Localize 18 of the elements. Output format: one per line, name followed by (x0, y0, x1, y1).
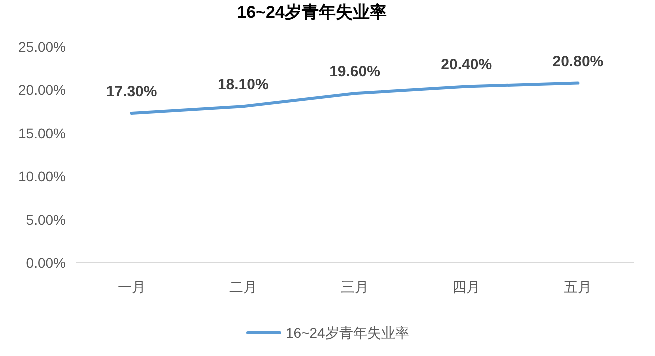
x-tick-label: 一月 (118, 279, 146, 295)
chart-title: 16~24岁青年失业率 (237, 3, 387, 22)
data-label: 18.10% (218, 76, 269, 94)
x-tick-label: 二月 (229, 279, 258, 295)
y-tick-label: 15.00% (18, 125, 66, 142)
legend-label: 16~24岁青年失业率 (286, 325, 410, 341)
y-tick-label: 0.00% (26, 255, 66, 271)
y-tick-label: 20.00% (18, 82, 66, 98)
data-label: 20.80% (552, 53, 604, 70)
y-tick-label: 10.00% (18, 168, 66, 185)
data-label: 20.40% (441, 56, 492, 74)
y-tick-label: 25.00% (18, 39, 66, 55)
x-tick-label: 四月 (452, 279, 481, 295)
y-tick-label: 5.00% (26, 212, 66, 228)
data-label: 17.30% (106, 84, 158, 101)
x-tick-label: 五月 (564, 279, 592, 295)
data-label: 19.60% (330, 64, 380, 81)
x-tick-label: 三月 (341, 279, 369, 295)
